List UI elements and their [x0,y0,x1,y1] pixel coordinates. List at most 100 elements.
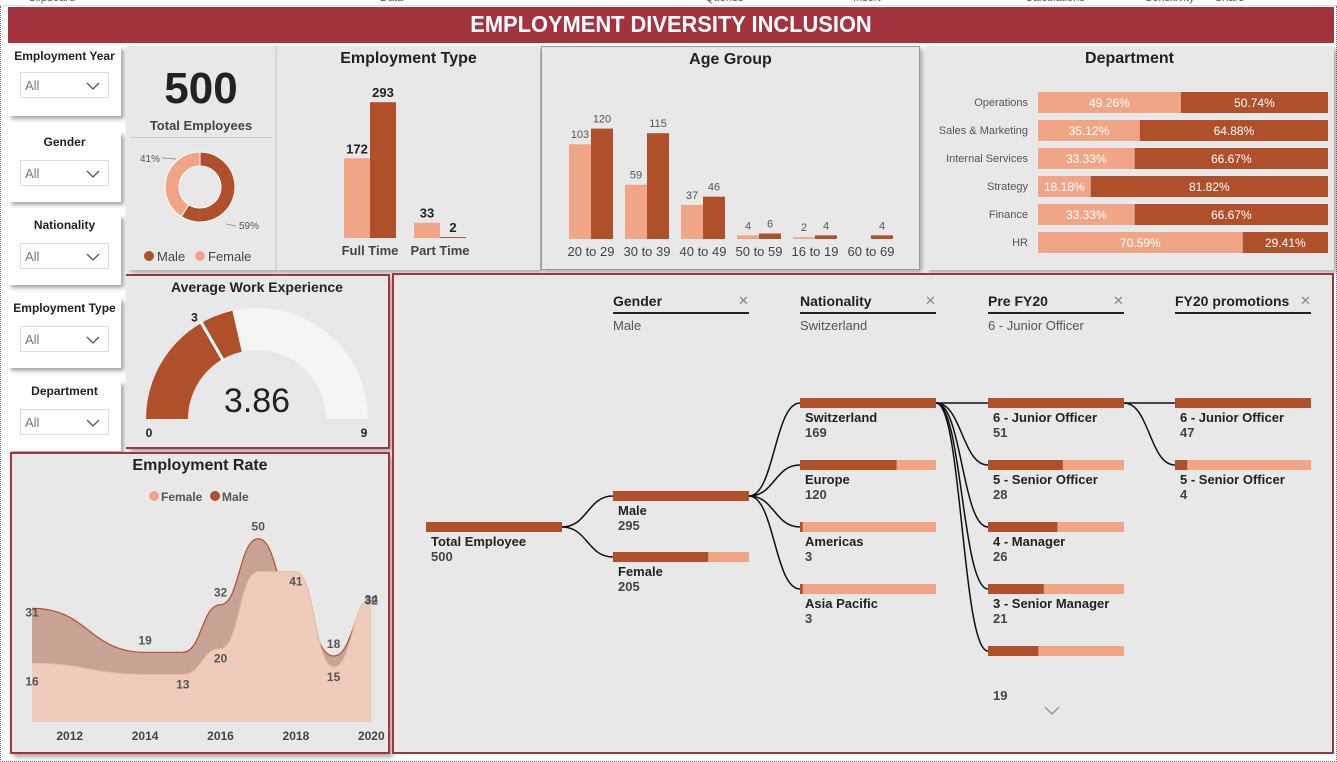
ribbon-strip: Clipboard Data Queries Insert Calculations Se… [0,0,1337,6]
dept-pct-male: 66.67% [1211,152,1252,166]
bar-label: 2 [449,220,456,235]
decomp-node-label[interactable]: 6 - Junior Officer [1180,410,1285,425]
gauge-target [199,320,225,362]
donut-slice-male [180,151,236,223]
dept-pct-female: 70.59% [1120,236,1161,250]
decomp-column-selection: 6 - Junior Officer [988,318,1084,333]
data-label-male: 18 [327,637,341,651]
decomp-l2-2-fill [800,522,803,532]
ribbon-item[interactable]: Calculations [1025,0,1085,4]
dept-label: Strategy [987,181,1028,193]
close-icon[interactable]: ✕ [738,294,749,309]
data-label-male: 32 [365,594,379,608]
ribbon-item[interactable]: Clipboard [28,0,75,4]
decomp-node-label[interactable]: Total Employee [431,534,527,549]
decomp-link [748,495,801,528]
donut-label-male: 59% [239,221,259,232]
x-tick-label: Part Time [410,243,469,258]
decomposition-tree[interactable]: Gender ✕ Male Nationality ✕ Switzerland Pre FY… [392,273,1334,754]
decomp-l3-0-fill [988,398,1124,408]
decomp-node-label[interactable]: Europe [805,472,850,487]
slicer-dropdown[interactable]: All [20,160,109,186]
slicer-dropdown[interactable]: All [20,326,109,352]
dept-pct-male: 81.82% [1189,180,1230,194]
ribbon-item[interactable]: Share [1215,0,1244,4]
dept-label: Operations [974,97,1028,109]
x-tick-label: 40 to 49 [680,244,727,259]
bar-label: 33 [420,206,434,221]
dept-bar-male [1180,92,1328,113]
donut-label-female: 41% [140,154,160,165]
decomp-node-value: 4 [1180,487,1188,502]
chevron-down-icon [86,82,100,90]
chevron-down-icon [86,170,100,178]
decomp-node-label[interactable]: 3 - Senior Manager [993,596,1110,611]
decomp-node-value: 51 [993,425,1008,440]
slicer-dropdown[interactable]: All [20,409,109,435]
decomp-l2-3-fill [800,584,803,594]
legend-label-male: Male [157,249,185,264]
decomp-node-label[interactable]: Male [618,503,647,518]
dept-pct-female: 18.18% [1044,180,1085,194]
x-tick-label: 2020 [358,729,385,743]
slicer-label: Employment Type [13,301,116,315]
decomp-node-label[interactable]: Female [618,564,663,579]
bar-male-5 [871,235,893,239]
x-tick-label: 2012 [56,729,83,743]
area-female [32,571,372,722]
x-tick-label: 2018 [283,729,310,743]
bar-male-0 [591,128,613,239]
decomp-node-label[interactable]: Switzerland [805,410,878,425]
ribbon-item[interactable]: Insert [853,0,881,4]
dept-bar-male [1139,120,1328,141]
x-tick-label: 2014 [132,729,159,743]
ribbon-item[interactable]: Queries [705,0,744,4]
slicer-label: Gender [43,135,86,149]
bar-label: 37 [686,190,698,202]
x-tick-label: 2016 [207,729,234,743]
slicer-label: Nationality [33,218,96,232]
gender-donut: 59% 41% Male Female [140,151,259,264]
dept-pct-female: 33.33% [1066,152,1107,166]
dept-bar-female [1038,204,1135,225]
decomp-node-value: 26 [993,549,1008,564]
slicer-dropdown[interactable]: All [20,72,109,98]
slicer-value: All [25,332,40,347]
decomp-l4-1-track [1175,460,1311,470]
slicer-value: All [25,78,40,93]
decomp-link [561,526,614,558]
dept-label: Internal Services [946,153,1028,165]
age-group-title: Age Group [689,51,772,68]
decomp-node-label[interactable]: 6 - Junior Officer [993,410,1098,425]
close-icon[interactable]: ✕ [1113,294,1124,309]
ribbon-item[interactable]: Data [380,0,403,4]
decomp-node-label[interactable]: Asia Pacific [805,596,878,611]
bar-label: 4 [823,220,829,232]
decomp-node-value: 28 [993,487,1008,502]
decomp-l2-1-fill [800,460,897,470]
bar-label: 4 [879,220,885,232]
decomp-node-label[interactable]: Americas [805,534,864,549]
decomp-link [935,402,989,652]
decomp-node-label[interactable]: 5 - Senior Officer [1180,472,1285,487]
decomp-node-label[interactable]: 4 - Manager [993,534,1066,549]
decomp-node-label[interactable]: 5 - Senior Officer [993,472,1098,487]
gauge-title: Average Work Experience [171,279,343,295]
dept-pct-male: 29.41% [1265,236,1306,250]
dept-bar-male [1242,232,1328,253]
work-experience-gauge: 3 3.86 0 9 [146,308,368,440]
data-label-female: 16 [25,674,39,688]
ribbon-item[interactable]: Sensitivity [1145,0,1195,4]
data-label-female: 13 [176,677,190,691]
chevron-down-icon[interactable] [1044,706,1060,716]
decomp-node-value: 169 [805,425,827,440]
slicer-dropdown[interactable]: All [20,243,109,269]
close-icon[interactable]: ✕ [1300,294,1311,309]
page-title: EMPLOYMENT DIVERSITY INCLUSION [470,11,872,37]
employment-rate-chart: Female Male 16 13 20 41 15 34 31 19 32 50 18 32 2012 20… [25,490,385,743]
close-icon[interactable]: ✕ [925,294,936,309]
x-tick-label: 16 to 19 [792,244,839,259]
chevron-down-icon [86,336,100,344]
bar-female-2 [681,204,703,239]
slicer-label: Department [31,384,98,398]
